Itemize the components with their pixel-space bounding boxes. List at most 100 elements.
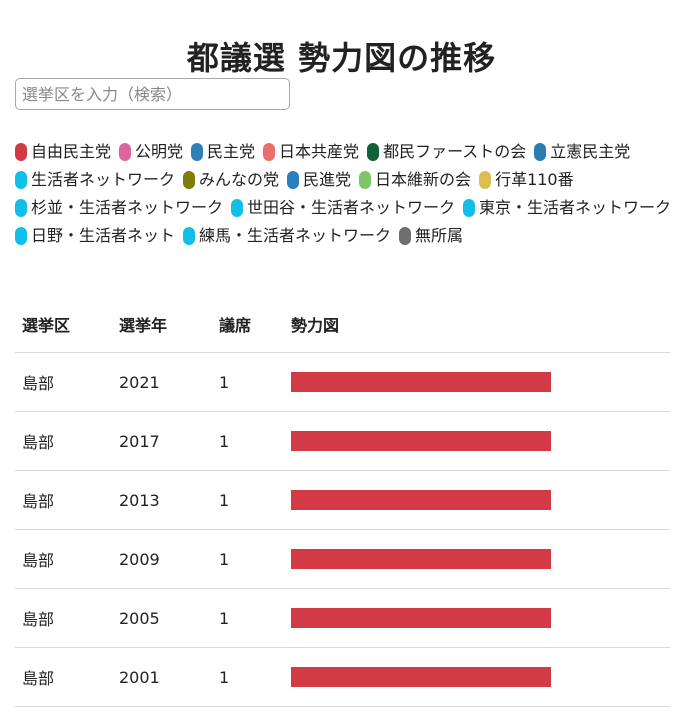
table-header-row: 選挙区 選挙年 議席 勢力図 — [15, 296, 670, 353]
district-cell: 島部 — [15, 588, 112, 648]
legend-item: 民主党 — [191, 138, 255, 166]
table-row: 島部 2001 1 — [15, 647, 670, 707]
legend-swatch — [367, 143, 380, 161]
district-cell: 島部 — [15, 411, 112, 471]
table-row: 島部 2009 1 — [15, 529, 670, 589]
year-cell: 2009 — [112, 529, 212, 589]
table-row: 島部 2013 1 — [15, 470, 670, 530]
legend-swatch — [15, 199, 27, 217]
column-header-district[interactable]: 選挙区 — [15, 296, 112, 353]
composition-cell — [284, 529, 670, 589]
composition-bar — [291, 549, 551, 569]
seat-history-table: 選挙区 選挙年 議席 勢力図 島部 2021 1 島部 2017 1 島部 2013 1 島部 20… — [15, 296, 670, 707]
legend-item: 公明党 — [119, 138, 183, 166]
legend-item: 日本共産党 — [263, 138, 359, 166]
seats-cell: 1 — [212, 647, 284, 707]
composition-segment — [291, 490, 551, 510]
legend-label: 立憲民主党 — [550, 142, 631, 161]
table-row: 島部 2017 1 — [15, 411, 670, 471]
seats-cell: 1 — [212, 588, 284, 648]
district-cell: 島部 — [15, 352, 112, 412]
composition-segment — [291, 549, 551, 569]
legend-item: 世田谷・生活者ネットワーク — [231, 194, 455, 222]
legend-swatch — [15, 227, 27, 245]
composition-bar — [291, 608, 551, 628]
seats-cell: 1 — [212, 352, 284, 412]
composition-bar — [291, 431, 551, 451]
legend-swatch — [463, 199, 476, 217]
legend-item: 日本維新の会 — [359, 166, 471, 194]
legend-item: 練馬・生活者ネットワーク — [183, 222, 391, 250]
legend-item: 日野・生活者ネット — [15, 222, 175, 250]
legend-swatch — [15, 171, 27, 189]
legend-label: 日本維新の会 — [375, 170, 472, 189]
legend-label: 民主党 — [207, 142, 256, 161]
legend-swatch — [534, 143, 547, 161]
legend-item: 自由民主党 — [15, 138, 111, 166]
district-cell: 島部 — [15, 529, 112, 589]
seats-cell: 1 — [212, 529, 284, 589]
year-cell: 2021 — [112, 352, 212, 412]
legend-label: 公明党 — [135, 142, 184, 161]
legend-swatch — [263, 143, 276, 161]
page-title: 都議選 勢力図の推移 — [186, 39, 497, 78]
legend-item: 都民ファーストの会 — [367, 138, 526, 166]
composition-cell — [284, 470, 670, 530]
search-input[interactable] — [15, 78, 290, 110]
year-cell: 2017 — [112, 411, 212, 471]
legend-label: 生活者ネットワーク — [31, 170, 176, 189]
legend-swatch — [119, 143, 132, 161]
composition-segment — [291, 608, 551, 628]
legend-item: 立憲民主党 — [534, 138, 630, 166]
composition-segment — [291, 667, 551, 687]
legend-item: 杉並・生活者ネットワーク — [15, 194, 223, 222]
legend-label: 杉並・生活者ネットワーク — [31, 198, 224, 217]
legend-label: 東京・生活者ネットワーク — [479, 198, 672, 217]
legend-label: 日野・生活者ネット — [31, 226, 176, 245]
column-header-year[interactable]: 選挙年 — [112, 296, 212, 353]
legend-item: 無所属 — [399, 222, 463, 250]
district-cell: 島部 — [15, 470, 112, 530]
legend-swatch — [479, 171, 492, 189]
seats-cell: 1 — [212, 411, 284, 471]
legend-swatch — [287, 171, 300, 189]
legend-label: 無所属 — [415, 226, 464, 245]
legend-label: みんなの党 — [199, 170, 280, 189]
composition-segment — [291, 431, 551, 451]
legend-label: 自由民主党 — [31, 142, 112, 161]
legend-label: 日本共産党 — [279, 142, 360, 161]
composition-bar — [291, 490, 551, 510]
legend-item: 行革110番 — [479, 166, 574, 194]
legend-item: 東京・生活者ネットワーク — [463, 194, 671, 222]
composition-cell — [284, 588, 670, 648]
legend-label: 都民ファーストの会 — [383, 142, 527, 161]
legend-swatch — [359, 171, 372, 189]
district-cell: 島部 — [15, 647, 112, 707]
legend-label: 世田谷・生活者ネットワーク — [247, 198, 456, 217]
column-header-composition[interactable]: 勢力図 — [284, 296, 670, 353]
party-legend: 自由民主党 公明党 民主党 日本共産党 都民ファーストの会 立憲民主党生活者ネットワーク み… — [15, 138, 675, 250]
legend-label: 民進党 — [303, 170, 352, 189]
legend-label: 練馬・生活者ネットワーク — [199, 226, 392, 245]
legend-swatch — [183, 171, 196, 189]
legend-item: 生活者ネットワーク — [15, 166, 175, 194]
legend-item: 民進党 — [287, 166, 351, 194]
year-cell: 2001 — [112, 647, 212, 707]
year-cell: 2005 — [112, 588, 212, 648]
composition-cell — [284, 411, 670, 471]
legend-item: みんなの党 — [183, 166, 279, 194]
column-header-seats[interactable]: 議席 — [212, 296, 284, 353]
table-row: 島部 2005 1 — [15, 588, 670, 648]
legend-label: 行革110番 — [495, 170, 574, 189]
seats-cell: 1 — [212, 470, 284, 530]
composition-cell — [284, 352, 670, 412]
legend-swatch — [399, 227, 412, 245]
legend-swatch — [183, 227, 196, 245]
legend-swatch — [15, 143, 27, 161]
legend-swatch — [191, 143, 204, 161]
composition-cell — [284, 647, 670, 707]
legend-swatch — [231, 199, 244, 217]
composition-bar — [291, 667, 551, 687]
composition-segment — [291, 372, 551, 392]
year-cell: 2013 — [112, 470, 212, 530]
